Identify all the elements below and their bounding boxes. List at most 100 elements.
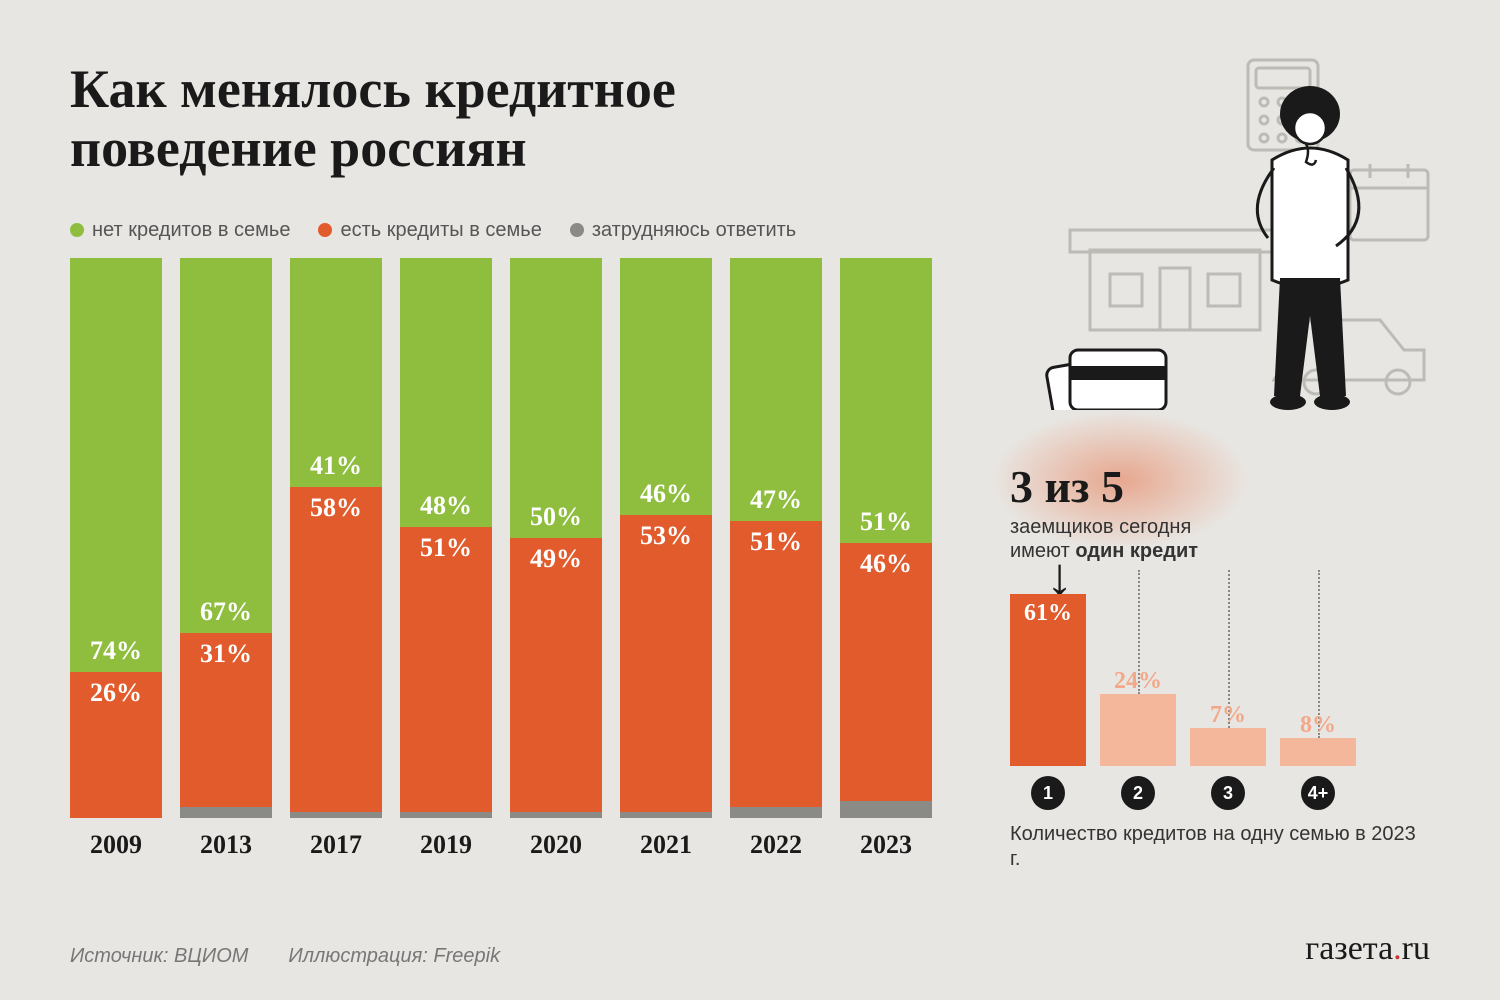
segment-no: 48%: [400, 258, 492, 527]
bar-stack: 46%51%: [840, 258, 932, 818]
legend-item: нет кредитов в семье: [70, 219, 290, 242]
segment-dk: [840, 801, 932, 818]
segment-yes: 46%: [840, 543, 932, 801]
legend-label: нет кредитов в семье: [92, 219, 290, 242]
bar-stack: 51%47%: [730, 258, 822, 818]
mini-bars: 61%124%27%38%4+: [1010, 610, 1430, 810]
legend-item: есть кредиты в семье: [318, 219, 541, 242]
year-label: 2020: [530, 830, 582, 860]
segment-yes: 51%: [400, 527, 492, 813]
segment-no: 67%: [180, 258, 272, 633]
year-label: 2019: [420, 830, 472, 860]
page-title: Как менялось кредитное поведение россиян: [70, 60, 830, 179]
legend-label: есть кредиты в семье: [340, 219, 541, 242]
segment-yes: 26%: [70, 672, 162, 818]
year-label: 2021: [640, 830, 692, 860]
mini-bar: 24%: [1100, 694, 1176, 766]
legend-swatch-has-credit: [318, 223, 332, 237]
callout-line1: заемщиков сегодня: [1010, 516, 1191, 538]
illus-value: Freepik: [433, 945, 500, 967]
segment-no-label: 50%: [530, 502, 582, 532]
year-label: 2017: [310, 830, 362, 860]
mini-chart: 61%124%27%38%4+ Количество кредитов на о…: [1010, 610, 1430, 872]
year-label: 2023: [860, 830, 912, 860]
bar-group: 46%51%2023: [840, 258, 932, 860]
year-label: 2013: [200, 830, 252, 860]
segment-no-label: 67%: [200, 597, 252, 627]
source-value: ВЦИОМ: [174, 945, 248, 967]
segment-yes-label: 31%: [200, 639, 252, 669]
segment-no: 47%: [730, 258, 822, 521]
count-circle: 1: [1031, 776, 1065, 810]
illustration-credit: Иллюстрация: Freepik: [288, 945, 500, 968]
bar-group: 53% 46% 2021: [620, 258, 712, 860]
segment-yes: 53%: [620, 515, 712, 812]
legend-item: затрудняюсь ответить: [570, 219, 796, 242]
mini-bar-label: 61%: [1024, 600, 1072, 627]
callout-headline: 3 из 5: [1010, 460, 1310, 513]
segment-no-label: 47%: [750, 485, 802, 515]
source-label: Источник:: [70, 945, 168, 967]
segment-yes-label: 26%: [90, 678, 142, 708]
mini-col: 61% 1: [1010, 594, 1086, 810]
legend-label: затрудняюсь ответить: [592, 219, 796, 242]
legend-swatch-dk: [570, 223, 584, 237]
segment-yes: 58%: [290, 487, 382, 812]
brand-logo: газета.ru: [1305, 930, 1430, 968]
segment-yes: 49%: [510, 538, 602, 812]
illus-label: Иллюстрация:: [288, 945, 427, 967]
brand-dot: .: [1393, 930, 1402, 967]
right-panel: 3 из 5 заемщиков сегодня имеют один кред…: [1010, 50, 1430, 900]
legend-swatch-no-credit: [70, 223, 84, 237]
segment-no: 50%: [510, 258, 602, 538]
illustration-svg: [1010, 50, 1430, 410]
illustration: [1010, 50, 1430, 410]
bar-group: 51%47%2022: [730, 258, 822, 860]
year-label: 2009: [90, 830, 142, 860]
mini-bar-label: 7%: [1210, 702, 1246, 729]
mini-col: 7%3: [1190, 728, 1266, 810]
segment-no-label: 46%: [640, 479, 692, 509]
segment-no: 46%: [620, 258, 712, 516]
segment-yes: 51%: [730, 521, 822, 807]
segment-dk: [730, 807, 822, 818]
bar-group: 58%41%2017: [290, 258, 382, 860]
bar-group: 49%50%2020: [510, 258, 602, 860]
segment-yes-label: 51%: [420, 533, 472, 563]
bar-stack: 31%67%: [180, 258, 272, 818]
segment-no: 74%: [70, 258, 162, 672]
infographic-container: Как менялось кредитное поведение россиян…: [0, 0, 1500, 1000]
count-circle: 3: [1211, 776, 1245, 810]
segment-yes-label: 58%: [310, 493, 362, 523]
segment-no-label: 48%: [420, 491, 472, 521]
segment-no-label: 41%: [310, 451, 362, 481]
segment-no: 41%: [290, 258, 382, 488]
bar-stack: 26%74%: [70, 258, 162, 818]
segment-dk: [400, 812, 492, 818]
mini-bar: 8%: [1280, 738, 1356, 766]
segment-yes-label: 46%: [860, 549, 912, 579]
mini-bar: 61%: [1010, 594, 1086, 766]
callout-line2-bold: один кредит: [1075, 540, 1198, 562]
bar-stack: 49%50%: [510, 258, 602, 818]
bar-group: 51% 48% 2019: [400, 258, 492, 860]
mini-bar-label: 24%: [1114, 668, 1162, 695]
segment-yes-label: 49%: [530, 544, 582, 574]
segment-yes-label: 51%: [750, 527, 802, 557]
mini-col: 8%4+: [1280, 738, 1356, 810]
segment-yes: 31%: [180, 633, 272, 807]
segment-dk: [620, 812, 712, 818]
footer-credits: Источник: ВЦИОМ Иллюстрация: Freepik: [70, 945, 500, 968]
brand-prefix: газета: [1305, 930, 1393, 967]
year-label: 2022: [750, 830, 802, 860]
source: Источник: ВЦИОМ: [70, 945, 248, 968]
count-circle: 2: [1121, 776, 1155, 810]
bar-group: 26%74%2009: [70, 258, 162, 860]
bar-stack: 58%41%: [290, 258, 382, 818]
mini-bar-label: 8%: [1300, 712, 1336, 739]
segment-no-label: 51%: [860, 507, 912, 537]
mini-caption: Количество кредитов на одну семью в 2023…: [1010, 822, 1430, 872]
segment-no-label: 74%: [90, 636, 142, 666]
brand-suffix: ru: [1402, 930, 1430, 967]
bar-group: 31%67%2013: [180, 258, 272, 860]
